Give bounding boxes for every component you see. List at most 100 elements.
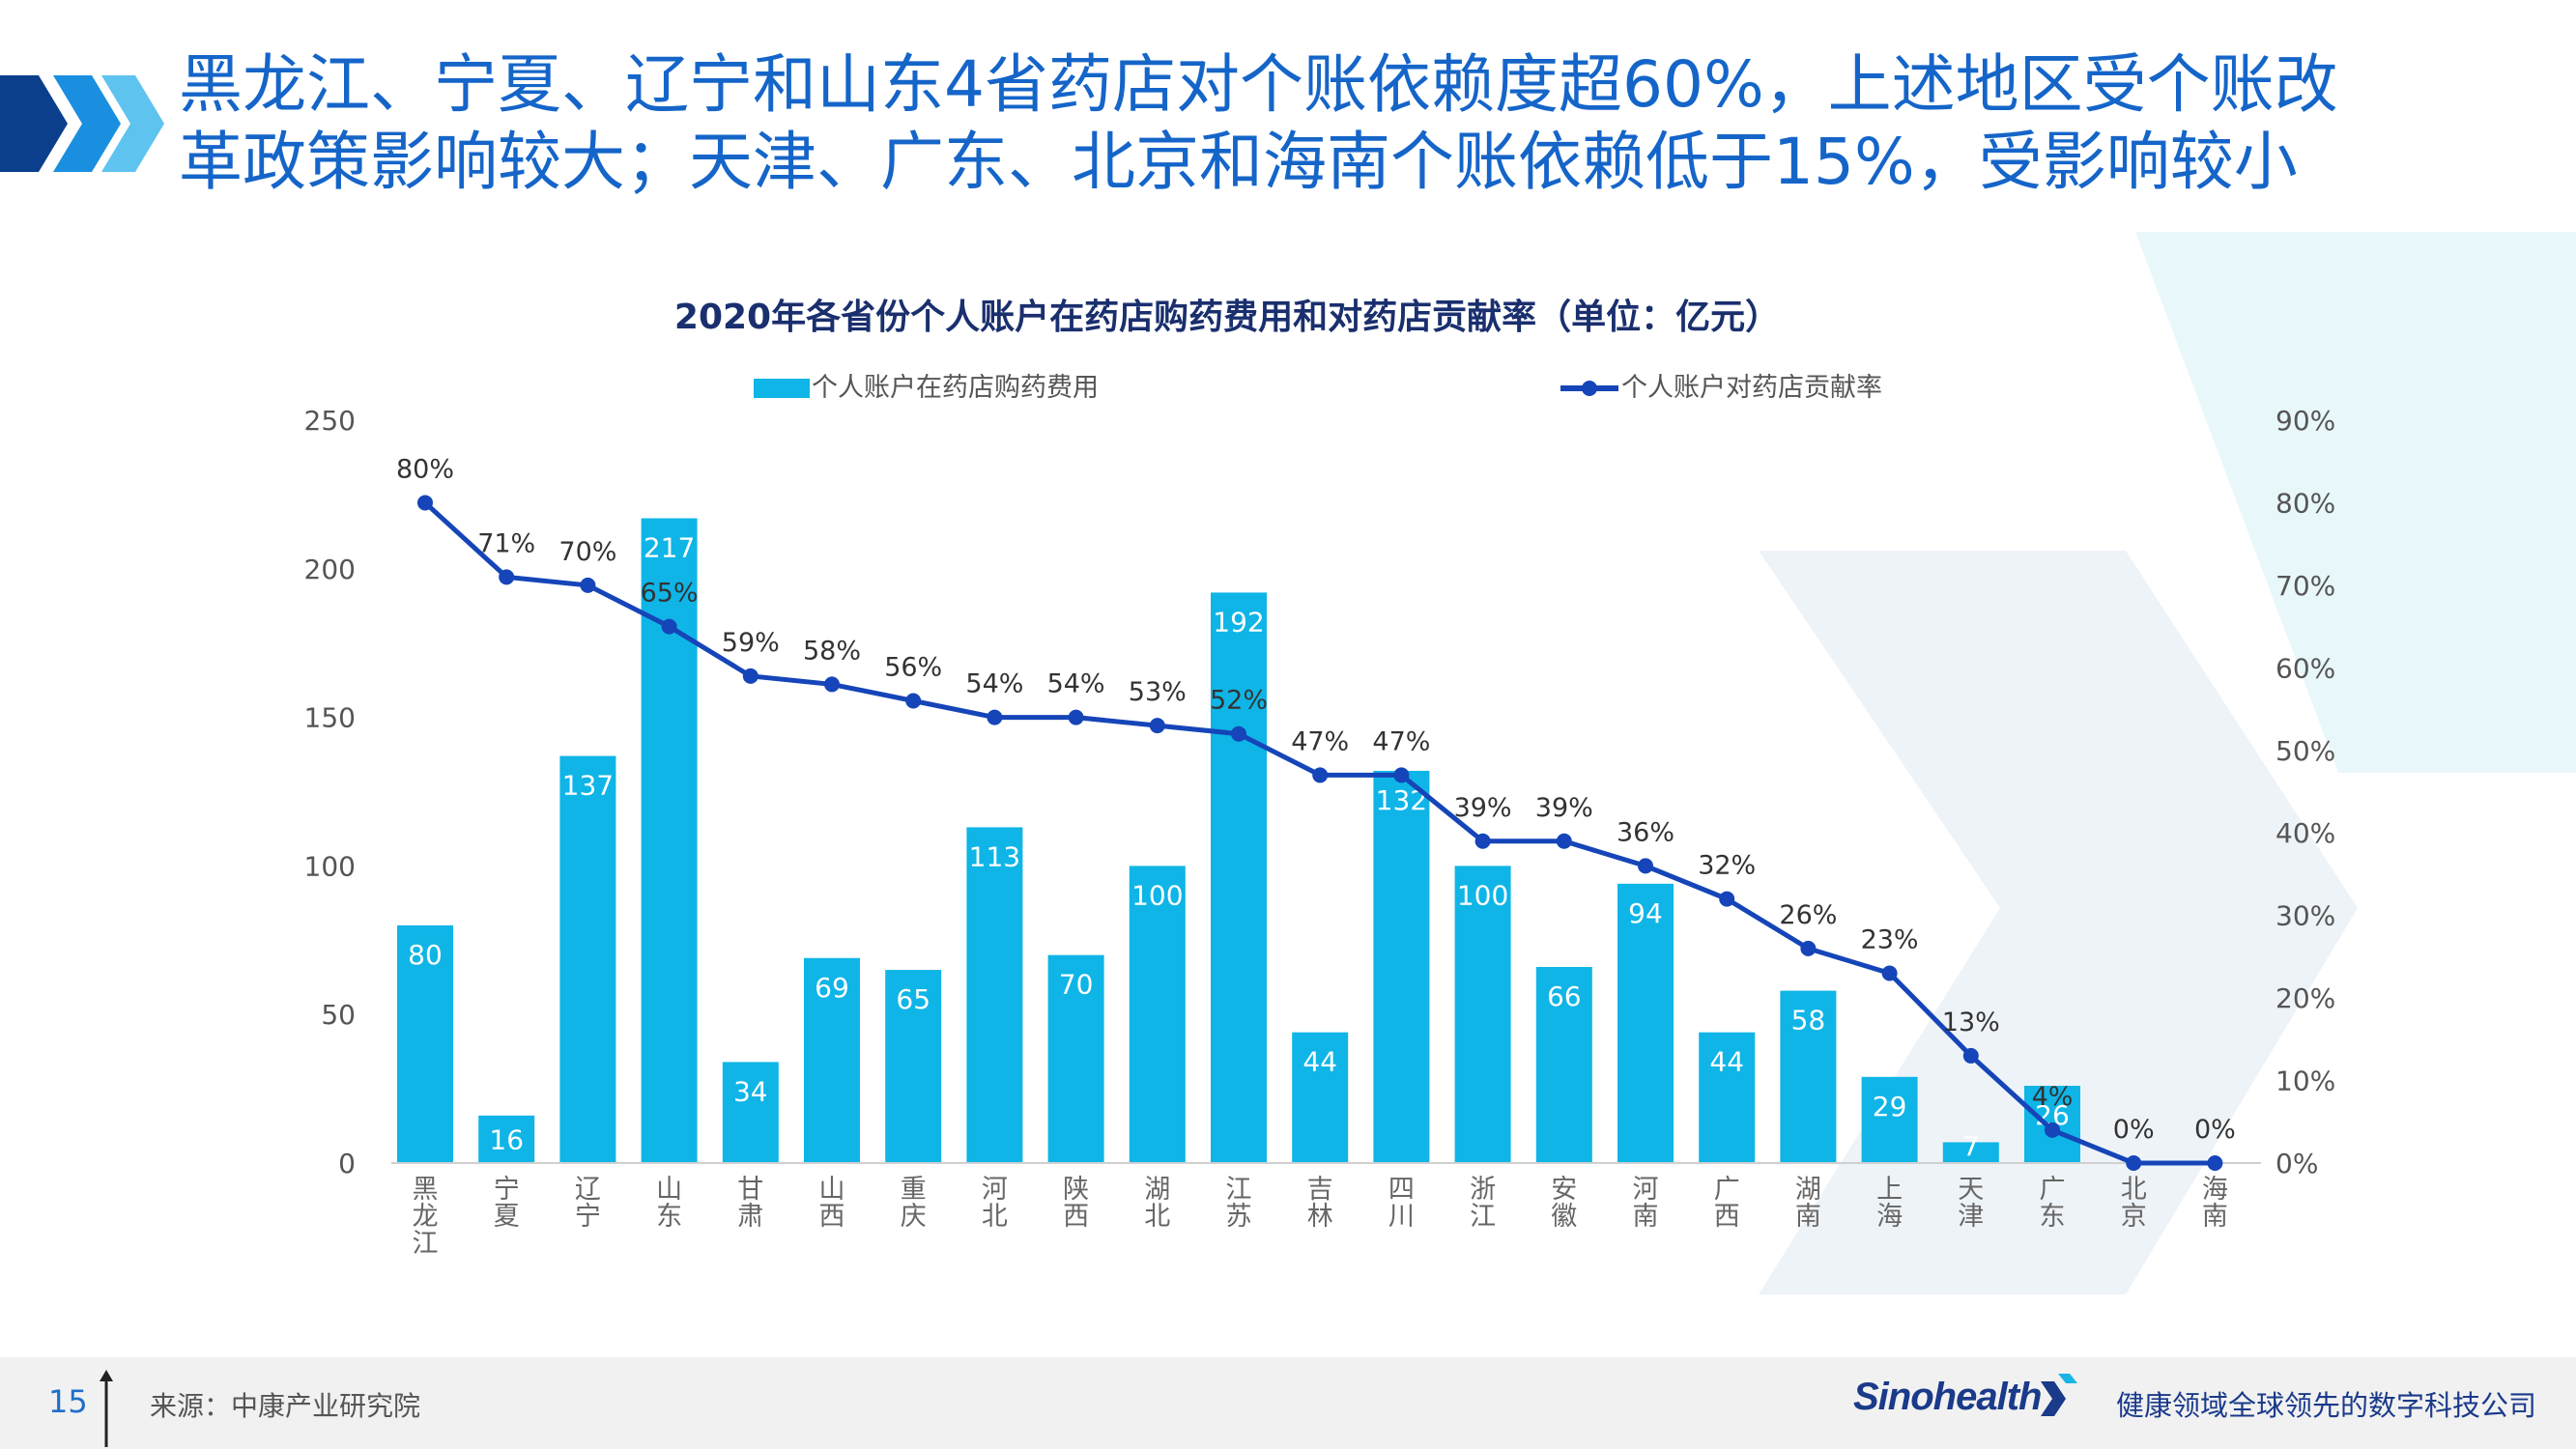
line-marker	[742, 668, 758, 684]
x-tick-label-char: 西	[1714, 1202, 1740, 1232]
x-tick-label-char: 宁	[494, 1175, 520, 1205]
line-marker	[1474, 833, 1491, 849]
bar-value-label: 69	[815, 972, 849, 1004]
bar	[1373, 770, 1430, 1163]
line-marker	[987, 709, 1003, 725]
x-tick-label-char: 东	[656, 1202, 682, 1232]
line-value-label: 47%	[1291, 726, 1349, 756]
y-left-tick-label: 250	[304, 405, 356, 437]
chart-title: 2020年各省份个人账户在药店购药费用和对药店贡献率（单位：亿元）	[674, 298, 1780, 337]
bar	[885, 970, 942, 1163]
bar	[1454, 866, 1511, 1163]
page-number: 15	[48, 1383, 88, 1420]
bar	[1129, 866, 1186, 1163]
x-tick-label-char: 甘	[737, 1175, 763, 1205]
bar-value-label: 137	[562, 770, 614, 802]
bar-value-label: 217	[644, 532, 695, 564]
bar	[804, 957, 860, 1163]
line-marker	[1149, 718, 1165, 734]
x-tick-label-char: 夏	[494, 1202, 520, 1232]
chevron-decoration-icon	[0, 75, 164, 172]
bar	[966, 827, 1023, 1163]
x-tick-label-char: 重	[901, 1175, 927, 1205]
line-value-label: 52%	[1210, 686, 1268, 716]
line-value-label: 39%	[1535, 793, 1593, 823]
y-right-tick-label: 80%	[2275, 487, 2335, 519]
y-left-tick-label: 150	[304, 702, 356, 734]
x-axis-labels: 黑龙江宁夏辽宁山东甘肃山西重庆河北陕西湖北江苏吉林四川浙江安徽河南广西湖南上海天…	[413, 1175, 2228, 1259]
legend-bar-swatch	[754, 379, 810, 398]
line-marker	[1881, 965, 1898, 981]
x-tick-label-char: 林	[1307, 1202, 1333, 1232]
line-value-label: 65%	[641, 579, 699, 609]
line-marker	[1068, 709, 1084, 725]
x-tick-label-char: 川	[1388, 1202, 1415, 1232]
y-right-tick-label: 70%	[2275, 570, 2335, 602]
x-tick-label-char: 北	[1144, 1202, 1170, 1232]
x-tick-label-char: 海	[2202, 1175, 2228, 1205]
x-tick-label-char: 吉	[1307, 1175, 1333, 1205]
line-value-label: 58%	[803, 636, 861, 666]
bar	[1861, 1076, 1918, 1163]
line-marker	[2126, 1155, 2142, 1171]
y-left-tick-label: 0	[338, 1148, 356, 1179]
bar-value-label: 70	[1059, 969, 1094, 1001]
bar	[559, 755, 616, 1163]
x-tick-label-char: 京	[2121, 1202, 2147, 1232]
line-value-label: 71%	[477, 528, 535, 558]
line-series	[417, 495, 2223, 1171]
x-tick-label-char: 山	[819, 1175, 845, 1205]
bar-value-label: 16	[489, 1123, 524, 1155]
line-value-labels: 80% 71% 70% 65% 59% 58% 56% 54% 54% 53% 52% 47% 47% 3…	[396, 454, 2236, 1145]
x-tick-label-char: 西	[1063, 1202, 1089, 1232]
y-left-tick-label: 100	[304, 850, 356, 882]
line-value-label: 54%	[965, 669, 1023, 699]
line-marker	[1638, 858, 1653, 874]
x-tick-label-char: 南	[1633, 1202, 1659, 1232]
y-right-tick-label: 30%	[2275, 900, 2335, 932]
bar-value-label: 7	[1962, 1130, 1980, 1162]
y-right-tick-label: 0%	[2275, 1148, 2318, 1179]
footer-bar	[0, 1357, 2576, 1449]
bar-value-label: 100	[1131, 879, 1183, 911]
line-value-label: 59%	[722, 628, 780, 658]
x-tick-label-char: 庆	[901, 1202, 927, 1232]
legend-bar-label: 个人账户在药店购药费用	[812, 373, 1099, 403]
x-tick-label-char: 江	[413, 1229, 439, 1259]
x-tick-label-char: 广	[1714, 1175, 1740, 1205]
x-tick-label-char: 江	[1226, 1175, 1252, 1205]
line-marker	[661, 618, 677, 635]
line-value-label: 47%	[1372, 726, 1430, 756]
y-right-tick-label: 90%	[2275, 405, 2335, 437]
bar-value-label: 29	[1873, 1091, 1907, 1122]
x-tick-label-char: 浙	[1470, 1175, 1496, 1205]
bar-value-label: 192	[1213, 606, 1264, 638]
x-tick-label-char: 津	[1958, 1202, 1984, 1232]
bar-value-label: 80	[408, 939, 443, 971]
bar-line-chart: 2020年各省份个人账户在药店购药费用和对药店贡献率（单位：亿元） 个人账户在药…	[304, 298, 2336, 1259]
bar	[1047, 954, 1104, 1163]
line-marker	[1556, 833, 1572, 849]
line-marker	[1962, 1047, 1979, 1064]
x-tick-label-char: 龙	[413, 1202, 439, 1232]
line-marker	[499, 569, 515, 585]
y-right-tick-label: 60%	[2275, 652, 2335, 684]
y-right-tick-label: 10%	[2275, 1065, 2335, 1097]
y-left-tick-label: 50	[321, 999, 356, 1031]
source-note: 来源：中康产业研究院	[150, 1390, 421, 1422]
line-value-label: 0%	[2194, 1115, 2236, 1145]
x-tick-label-char: 山	[656, 1175, 682, 1205]
bar-value-label: 113	[969, 840, 1020, 872]
line-value-label: 54%	[1047, 669, 1105, 699]
y-left-tick-label: 200	[304, 554, 356, 585]
line-marker	[417, 495, 433, 511]
bar-value-label: 94	[1628, 897, 1663, 929]
up-arrow-icon	[100, 1370, 113, 1447]
x-tick-label-char: 海	[1876, 1202, 1903, 1232]
x-tick-label-char: 广	[2040, 1175, 2066, 1205]
x-tick-label-char: 南	[1795, 1202, 1821, 1232]
line-marker	[1231, 725, 1246, 742]
x-tick-label-char: 江	[1470, 1202, 1496, 1232]
bar	[1942, 1142, 1999, 1163]
